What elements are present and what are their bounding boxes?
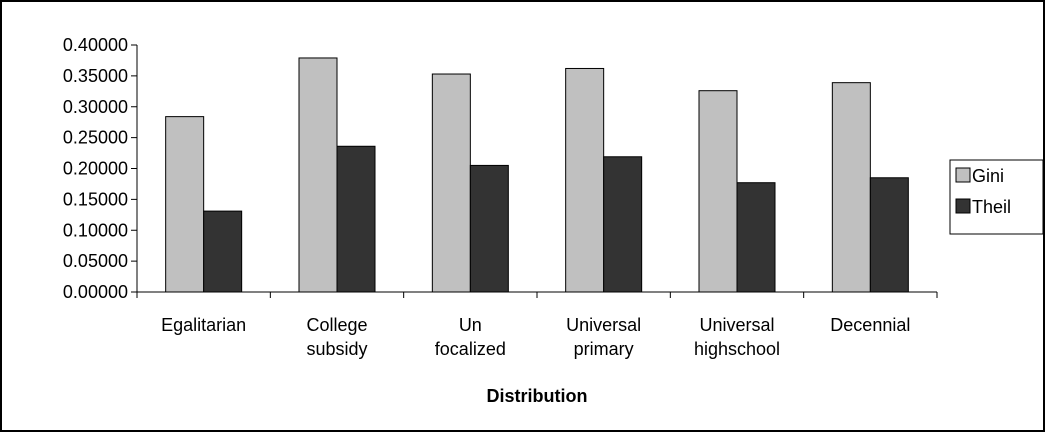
bar-gini <box>431 73 471 293</box>
bar-theil <box>469 164 509 293</box>
bar-theil <box>203 210 243 293</box>
legend: Gini Theil <box>949 159 1044 235</box>
x-category-label: subsidy <box>306 339 367 359</box>
bar-gini <box>698 90 738 293</box>
legend-label-gini: Gini <box>972 166 1004 186</box>
bar-theil <box>736 182 776 293</box>
x-category-label: highschool <box>694 339 780 359</box>
y-tick-label: 0.10000 <box>63 220 128 240</box>
y-tick-label: 0.05000 <box>63 251 128 271</box>
bar-gini <box>831 82 871 293</box>
x-axis-title: Distribution <box>487 386 588 406</box>
bar-theil <box>336 145 376 293</box>
y-tick-label: 0.00000 <box>63 282 128 302</box>
bar-gini <box>165 116 205 293</box>
legend-swatch-theil <box>955 198 971 214</box>
x-category-label: Universal <box>566 315 641 335</box>
x-category-label: Universal <box>699 315 774 335</box>
y-tick-label: 0.20000 <box>63 159 128 179</box>
y-tick-label: 0.15000 <box>63 189 128 209</box>
y-tick-label: 0.25000 <box>63 128 128 148</box>
y-tick-label: 0.30000 <box>63 97 128 117</box>
bar-gini <box>565 67 605 293</box>
legend-label-theil: Theil <box>972 197 1011 217</box>
plot-area: 0.00000 0.05000 0.10000 0.15000 0.20000 0.250… <box>63 35 938 359</box>
bar-theil <box>869 177 909 293</box>
y-tick-label: 0.40000 <box>63 35 128 55</box>
bar-gini <box>298 57 338 293</box>
legend-swatch-gini <box>955 167 971 183</box>
x-category-label: Decennial <box>830 315 910 335</box>
y-tick-label: 0.35000 <box>63 66 128 86</box>
x-category-label: Un <box>459 315 482 335</box>
x-category-label: primary <box>574 339 634 359</box>
x-category-label: Egalitarian <box>161 315 246 335</box>
bar-theil <box>603 156 643 293</box>
x-category-label: focalized <box>435 339 506 359</box>
x-category-label: College <box>306 315 367 335</box>
